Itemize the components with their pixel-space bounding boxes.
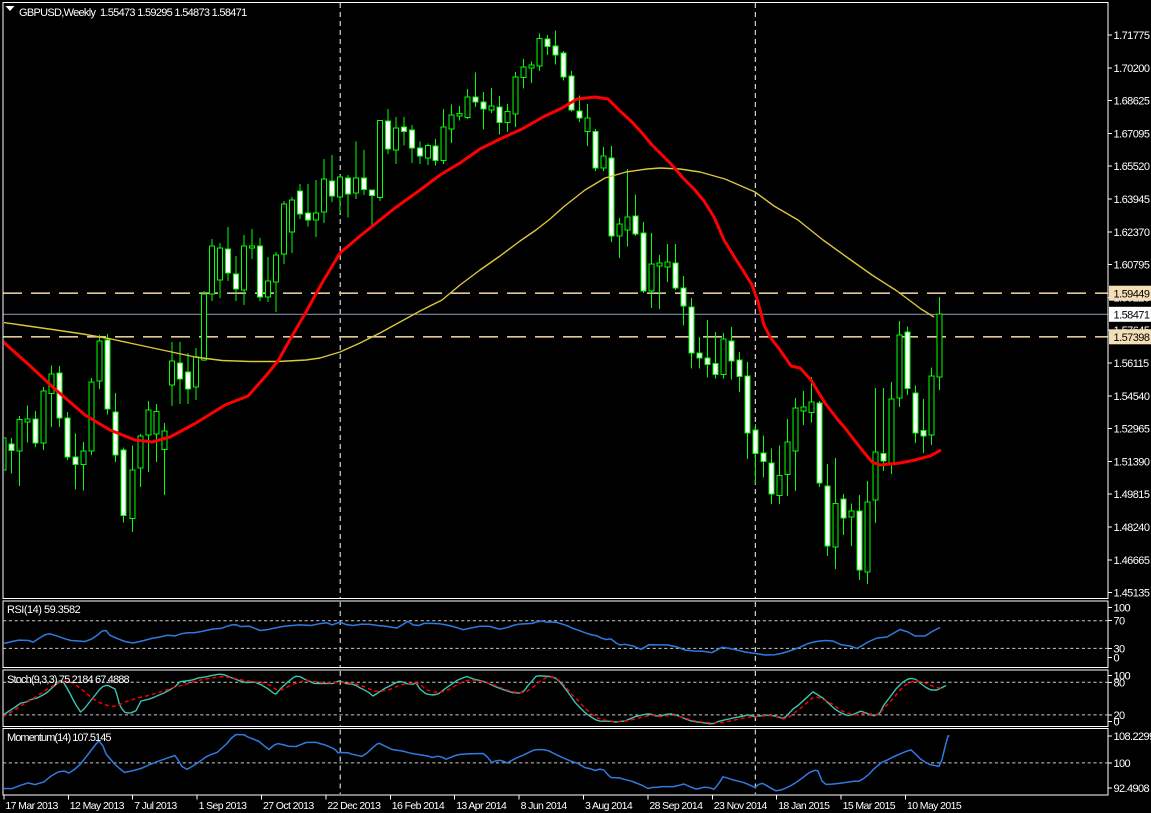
svg-text:1.68625: 1.68625 <box>1114 96 1150 108</box>
svg-text:1.45135: 1.45135 <box>1114 588 1150 600</box>
svg-text:30: 30 <box>1114 643 1126 655</box>
svg-text:1.67095: 1.67095 <box>1114 128 1150 140</box>
svg-text:22 Dec 2013: 22 Dec 2013 <box>327 800 381 812</box>
svg-text:17 Mar 2013: 17 Mar 2013 <box>5 800 58 812</box>
svg-text:1.65520: 1.65520 <box>1114 161 1150 173</box>
svg-text:1.62370: 1.62370 <box>1114 227 1150 239</box>
svg-text:100: 100 <box>1114 603 1131 615</box>
svg-text:23 Nov 2014: 23 Nov 2014 <box>714 800 768 812</box>
svg-text:7 Jul 2013: 7 Jul 2013 <box>134 800 177 812</box>
svg-text:100: 100 <box>1114 671 1131 683</box>
svg-text:1.63945: 1.63945 <box>1114 194 1150 206</box>
svg-text:80: 80 <box>1114 677 1126 689</box>
svg-text:28 Sep 2014: 28 Sep 2014 <box>649 800 703 812</box>
svg-text:15 Mar 2015: 15 Mar 2015 <box>843 800 896 812</box>
svg-text:1.70200: 1.70200 <box>1114 63 1150 75</box>
svg-text:12 May 2013: 12 May 2013 <box>70 800 125 812</box>
svg-text:RSI(14) 59.3582: RSI(14) 59.3582 <box>7 604 81 616</box>
svg-text:20: 20 <box>1114 710 1126 722</box>
svg-text:Stoch(9,3,3) 75.2184 67.4888: Stoch(9,3,3) 75.2184 67.4888 <box>7 674 129 686</box>
svg-text:1.48240: 1.48240 <box>1114 522 1150 534</box>
svg-text:Momentum(14) 107.5145: Momentum(14) 107.5145 <box>7 732 111 744</box>
svg-text:18 Jan 2015: 18 Jan 2015 <box>778 800 830 812</box>
svg-text:108.2299: 108.2299 <box>1114 731 1151 743</box>
svg-text:3 Aug 2014: 3 Aug 2014 <box>585 800 633 812</box>
svg-text:13 Apr 2014: 13 Apr 2014 <box>456 800 507 812</box>
svg-text:8 Jun 2014: 8 Jun 2014 <box>521 800 568 812</box>
svg-text:1.49815: 1.49815 <box>1114 489 1150 501</box>
svg-text:GBPUSD,Weekly 1.55473 1.59295: GBPUSD,Weekly 1.55473 1.59295 1.54873 1.… <box>19 7 247 19</box>
svg-text:1.54540: 1.54540 <box>1114 391 1150 403</box>
svg-text:1.57398: 1.57398 <box>1114 332 1150 344</box>
svg-text:1.59449: 1.59449 <box>1114 288 1150 300</box>
svg-text:1.71775: 1.71775 <box>1114 30 1150 42</box>
svg-text:0: 0 <box>1114 717 1120 729</box>
svg-text:1.58471: 1.58471 <box>1114 310 1150 322</box>
svg-text:16 Feb 2014: 16 Feb 2014 <box>392 800 445 812</box>
svg-text:0: 0 <box>1114 653 1120 665</box>
svg-text:10 May 2015: 10 May 2015 <box>907 800 962 812</box>
svg-text:100: 100 <box>1114 758 1131 770</box>
svg-text:1.56115: 1.56115 <box>1114 358 1150 370</box>
svg-text:27 Oct 2013: 27 Oct 2013 <box>263 800 314 812</box>
svg-text:1 Sep 2013: 1 Sep 2013 <box>199 800 247 812</box>
svg-text:92.4908: 92.4908 <box>1114 783 1150 795</box>
svg-text:1.60795: 1.60795 <box>1114 260 1150 272</box>
svg-text:1.52965: 1.52965 <box>1114 424 1150 436</box>
svg-text:70: 70 <box>1114 616 1126 628</box>
svg-text:1.46665: 1.46665 <box>1114 555 1150 567</box>
svg-text:1.51390: 1.51390 <box>1114 456 1150 468</box>
